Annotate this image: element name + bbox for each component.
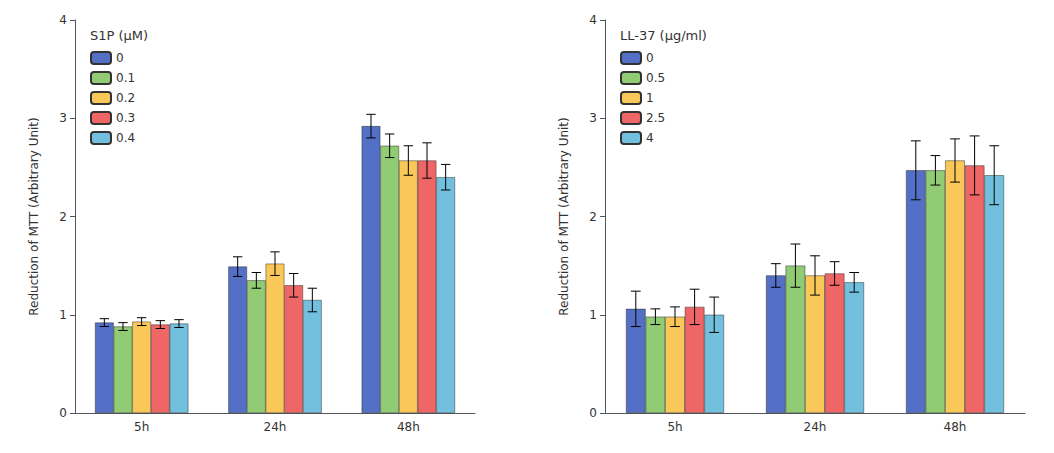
svg-text:Reduction of MTT (Arbitrary Un: Reduction of MTT (Arbitrary Unit): [27, 117, 41, 316]
svg-text:0.1: 0.1: [116, 71, 135, 85]
svg-text:S1P (μM): S1P (μM): [90, 28, 148, 43]
svg-text:0.4: 0.4: [116, 131, 135, 145]
svg-text:1: 1: [59, 308, 67, 322]
svg-text:3: 3: [59, 111, 67, 125]
svg-text:0: 0: [589, 406, 597, 420]
svg-text:24h: 24h: [264, 420, 287, 434]
svg-text:0.2: 0.2: [116, 91, 135, 105]
svg-text:2: 2: [589, 210, 597, 224]
svg-text:5h: 5h: [667, 420, 682, 434]
svg-text:48h: 48h: [944, 420, 967, 434]
svg-text:0: 0: [116, 51, 124, 65]
svg-text:5h: 5h: [134, 420, 149, 434]
svg-text:4: 4: [589, 13, 597, 27]
svg-text:48h: 48h: [397, 420, 420, 434]
svg-text:3: 3: [589, 111, 597, 125]
svg-text:1: 1: [646, 91, 654, 105]
svg-text:4: 4: [646, 131, 654, 145]
svg-text:2.5: 2.5: [646, 111, 665, 125]
svg-text:0: 0: [59, 406, 67, 420]
svg-text:Reduction of MTT (Arbitrary Un: Reduction of MTT (Arbitrary Unit): [557, 117, 571, 316]
svg-text:0.5: 0.5: [646, 71, 665, 85]
svg-text:24h: 24h: [804, 420, 827, 434]
svg-text:LL-37 (μg/ml): LL-37 (μg/ml): [620, 28, 707, 43]
svg-text:4: 4: [59, 13, 67, 27]
svg-text:0: 0: [646, 51, 654, 65]
svg-text:2: 2: [59, 210, 67, 224]
svg-text:0.3: 0.3: [116, 111, 135, 125]
svg-text:1: 1: [589, 308, 597, 322]
